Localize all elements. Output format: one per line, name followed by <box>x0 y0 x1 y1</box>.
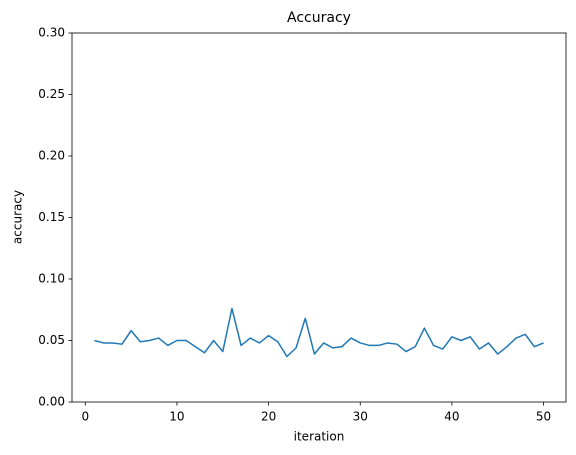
x-tick-label: 10 <box>169 410 184 424</box>
y-tick-label: 0.15 <box>38 210 65 224</box>
y-tick-label: 0.10 <box>38 272 65 286</box>
y-tick-label: 0.30 <box>38 26 65 40</box>
y-axis-label: accuracy <box>11 190 25 244</box>
x-tick-label: 20 <box>261 410 276 424</box>
data-line <box>94 307 544 358</box>
chart-title: Accuracy <box>287 10 351 26</box>
x-axis-label: iteration <box>294 430 345 444</box>
x-tick-label: 50 <box>536 410 551 424</box>
x-tick-label: 0 <box>81 410 89 424</box>
y-tick-label: 0.05 <box>38 333 65 347</box>
x-tick-label: 30 <box>353 410 368 424</box>
y-tick-label: 0.20 <box>38 149 65 163</box>
x-tick-label: 40 <box>444 410 459 424</box>
y-tick-label: 0.00 <box>38 395 65 409</box>
y-tick-label: 0.25 <box>38 87 65 101</box>
